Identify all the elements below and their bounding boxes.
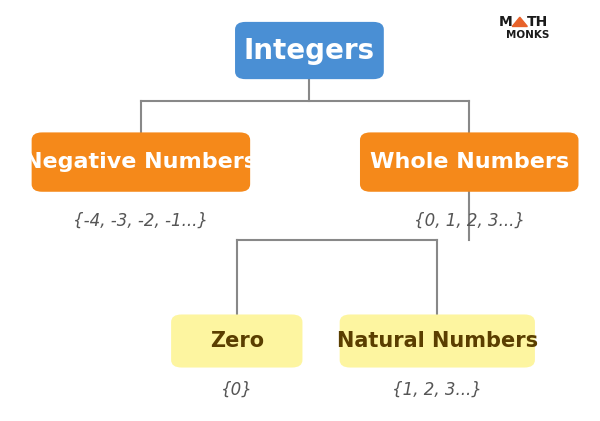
Text: TH: TH (527, 15, 548, 29)
Text: Whole Numbers: Whole Numbers (370, 152, 569, 172)
Text: {1, 2, 3...}: {1, 2, 3...} (392, 381, 482, 398)
Polygon shape (512, 17, 527, 27)
FancyBboxPatch shape (171, 314, 302, 368)
Text: {0}: {0} (221, 381, 253, 398)
FancyBboxPatch shape (235, 22, 384, 79)
Text: Negative Numbers: Negative Numbers (25, 152, 257, 172)
FancyBboxPatch shape (340, 314, 535, 368)
Text: Natural Numbers: Natural Numbers (337, 331, 538, 351)
FancyBboxPatch shape (360, 133, 578, 192)
Text: {-4, -3, -2, -1...}: {-4, -3, -2, -1...} (73, 212, 208, 230)
Text: Integers: Integers (244, 37, 375, 64)
Text: {0, 1, 2, 3...}: {0, 1, 2, 3...} (414, 212, 525, 230)
Text: M: M (499, 15, 512, 29)
FancyBboxPatch shape (32, 133, 250, 192)
Text: MONKS: MONKS (506, 30, 549, 40)
Text: Zero: Zero (210, 331, 264, 351)
